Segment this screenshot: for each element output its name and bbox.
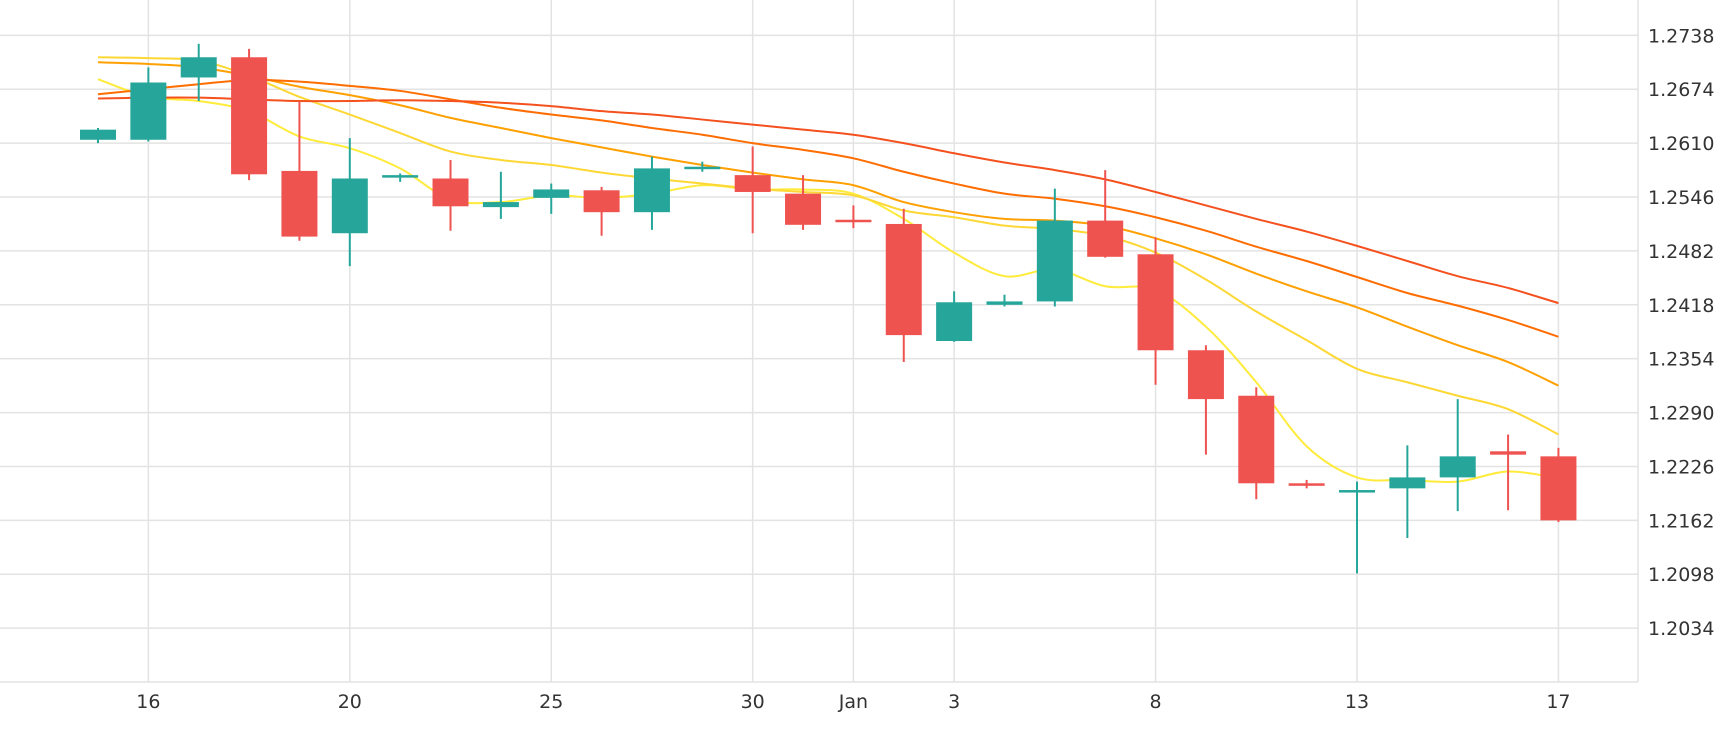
grid-lines [0,0,1639,683]
candle-body [583,190,620,213]
moving-average-line-5 [97,96,1559,305]
candle [1389,445,1426,539]
candle [382,173,419,182]
y-tick-label: 1.2290 [1648,403,1714,425]
candle [180,43,217,102]
y-tick-label: 1.2482 [1648,241,1714,263]
candle-body [281,170,318,237]
candle-body [785,193,822,225]
moving-average-line-3 [97,61,1559,387]
candle [281,101,318,241]
y-tick-label: 1.2034 [1648,618,1714,640]
candle [734,146,771,234]
x-tick-label: 17 [1546,691,1570,713]
x-tick-label: Jan [838,691,868,713]
candle [1137,237,1174,385]
candle-body [936,302,973,341]
y-tick-label: 1.2738 [1648,25,1714,47]
candle [482,171,519,219]
candle [633,156,670,230]
candle-body [482,202,519,208]
moving-average-line-4 [97,78,1559,338]
x-axis: 16 20 25 30 Jan 3 8 13 17 [136,691,1570,713]
candle [835,205,872,229]
candle-body [1137,254,1174,351]
candle-body [231,57,268,175]
candle [1339,481,1375,574]
candle [533,183,570,214]
candle-body [533,189,570,198]
candle-body [180,57,217,78]
candle [1288,479,1325,489]
candle-body [1339,490,1375,493]
candle [130,67,167,142]
y-axis: 1.2034 1.2098 1.2162 1.2226 1.2290 1.2354 1.24… [1648,25,1714,640]
y-tick-label: 1.2418 [1648,295,1714,317]
candle [1439,399,1476,512]
candle [1238,387,1275,500]
candle-body [1389,477,1426,489]
x-tick-label: 8 [1150,691,1162,713]
y-tick-label: 1.2674 [1648,79,1714,101]
candle-body [382,175,419,178]
candle [986,294,1023,307]
candle-body [1087,220,1124,257]
y-tick-label: 1.2354 [1648,349,1714,371]
candle-body [986,301,1023,305]
candle [684,161,721,172]
candle [1187,345,1224,455]
candle-body [130,82,167,140]
candle-body [885,223,922,336]
candle-body [684,166,721,170]
candle [1490,434,1527,511]
candle-body [1540,456,1577,521]
candle [1540,447,1577,523]
candle-body [1288,483,1325,486]
candle [785,175,822,230]
candle-body [1238,395,1275,484]
moving-average-lines [97,56,1559,484]
candle [432,159,469,231]
candle-body [633,168,670,213]
x-tick-label: 30 [741,691,765,713]
candle [231,48,268,181]
candle [1087,170,1124,258]
x-tick-label: 25 [539,691,563,713]
x-tick-label: 20 [338,691,362,713]
candles [80,43,1577,574]
candle [936,291,973,342]
y-tick-label: 1.2098 [1648,564,1714,586]
moving-average-line-1 [97,78,1559,484]
candle [331,138,368,267]
candle-body [835,219,872,223]
candle-body [432,178,469,207]
candle [885,208,922,363]
candle-body [80,129,116,140]
candle-body [734,175,771,192]
candle-body [1036,220,1073,302]
candle [80,127,116,144]
candle-body [331,178,368,234]
y-tick-label: 1.2162 [1648,510,1714,532]
candle-body [1439,456,1476,478]
candle [583,186,620,236]
y-tick-label: 1.2546 [1648,187,1714,209]
y-tick-label: 1.2226 [1648,456,1714,478]
moving-average-line-2 [97,56,1559,436]
x-tick-label: 3 [948,691,960,713]
candle-body [1187,350,1224,400]
candle-body [1490,451,1527,455]
x-tick-label: 13 [1345,691,1369,713]
x-tick-label: 16 [136,691,160,713]
candle [1036,188,1073,307]
y-tick-label: 1.2610 [1648,133,1714,155]
